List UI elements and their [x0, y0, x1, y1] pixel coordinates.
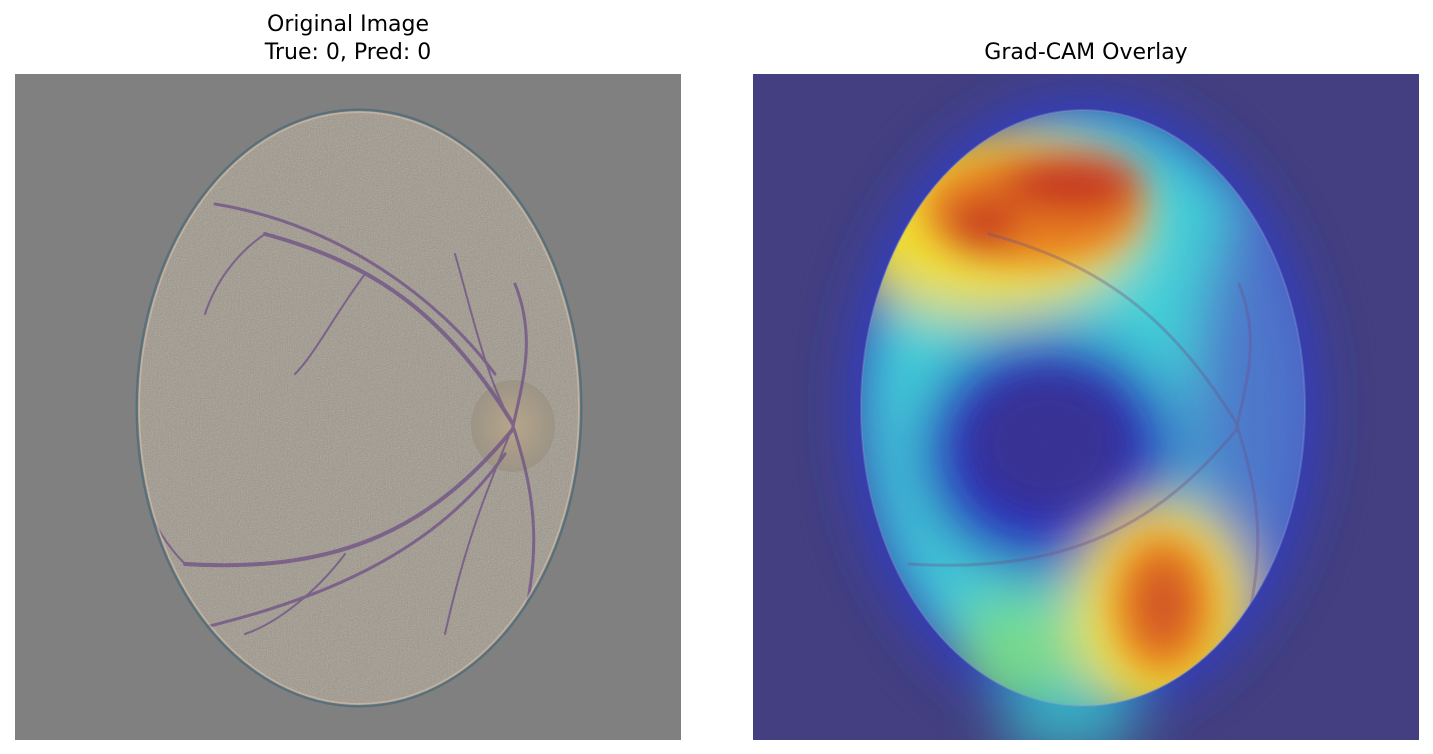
original-image: [15, 74, 681, 740]
grad-cam-title: Grad-CAM Overlay: [984, 40, 1188, 65]
prediction-subtitle: True: 0, Pred: 0: [264, 40, 432, 65]
grad-cam-panel: Grad-CAM Overlay: [753, 0, 1419, 754]
fundus: [137, 110, 581, 706]
original-image-title: Original Image: [267, 12, 429, 37]
grad-cam-overlay-image: [753, 74, 1419, 740]
original-image-panel: Original Image True: 0, Pred: 0: [15, 0, 681, 754]
